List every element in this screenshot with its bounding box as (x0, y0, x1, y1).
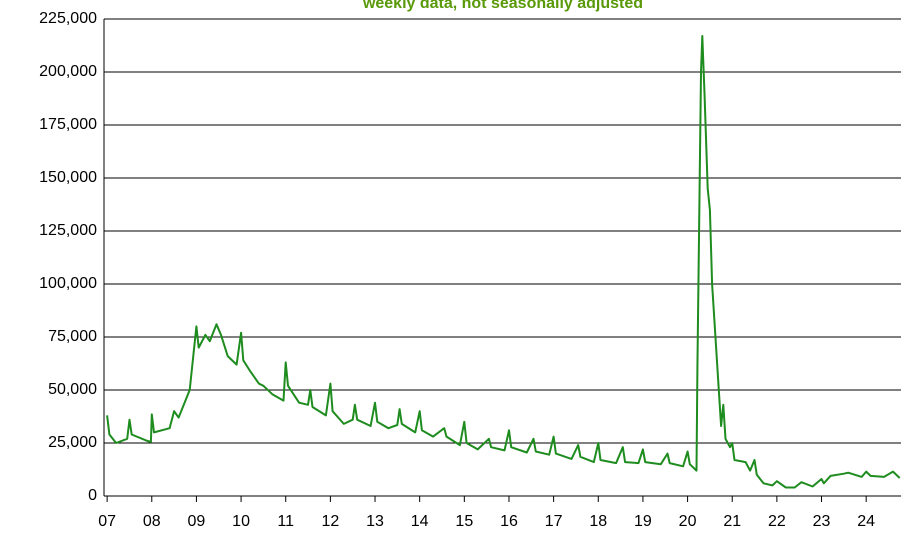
x-tick-label: 15 (455, 513, 473, 530)
x-tick-label: 09 (188, 513, 206, 530)
y-tick-label: 0 (88, 487, 97, 504)
x-tick-label: 19 (634, 513, 652, 530)
chart-title: weekly data, not seasonally adjusted (362, 0, 643, 12)
y-tick-label: 225,000 (39, 10, 97, 27)
y-tick-label: 125,000 (39, 222, 97, 239)
x-tick-label: 22 (768, 513, 786, 530)
x-tick-label: 11 (277, 513, 294, 530)
x-tick-label: 16 (500, 513, 518, 530)
x-tick-label: 08 (143, 513, 161, 530)
y-tick-label: 200,000 (39, 63, 97, 80)
x-tick-label: 10 (232, 513, 250, 530)
y-tick-label: 25,000 (48, 434, 97, 451)
y-tick-label: 50,000 (48, 381, 97, 398)
y-tick-label: 100,000 (39, 275, 97, 292)
x-tick-label: 23 (813, 513, 831, 530)
y-tick-label: 150,000 (39, 169, 97, 186)
x-tick-label: 13 (366, 513, 384, 530)
y-tick-label: 75,000 (48, 328, 97, 345)
line-series (106, 35, 901, 489)
y-tick-label: 175,000 (39, 116, 97, 133)
x-tick-label: 07 (98, 513, 116, 530)
x-tick-label: 21 (723, 513, 741, 530)
x-tick-label: 24 (857, 513, 875, 530)
x-tick-label: 14 (411, 513, 429, 530)
x-tick-label: 12 (321, 513, 339, 530)
x-tick-label: 17 (545, 513, 563, 530)
x-tick-label: 20 (679, 513, 697, 530)
x-tick-label: 18 (589, 513, 607, 530)
